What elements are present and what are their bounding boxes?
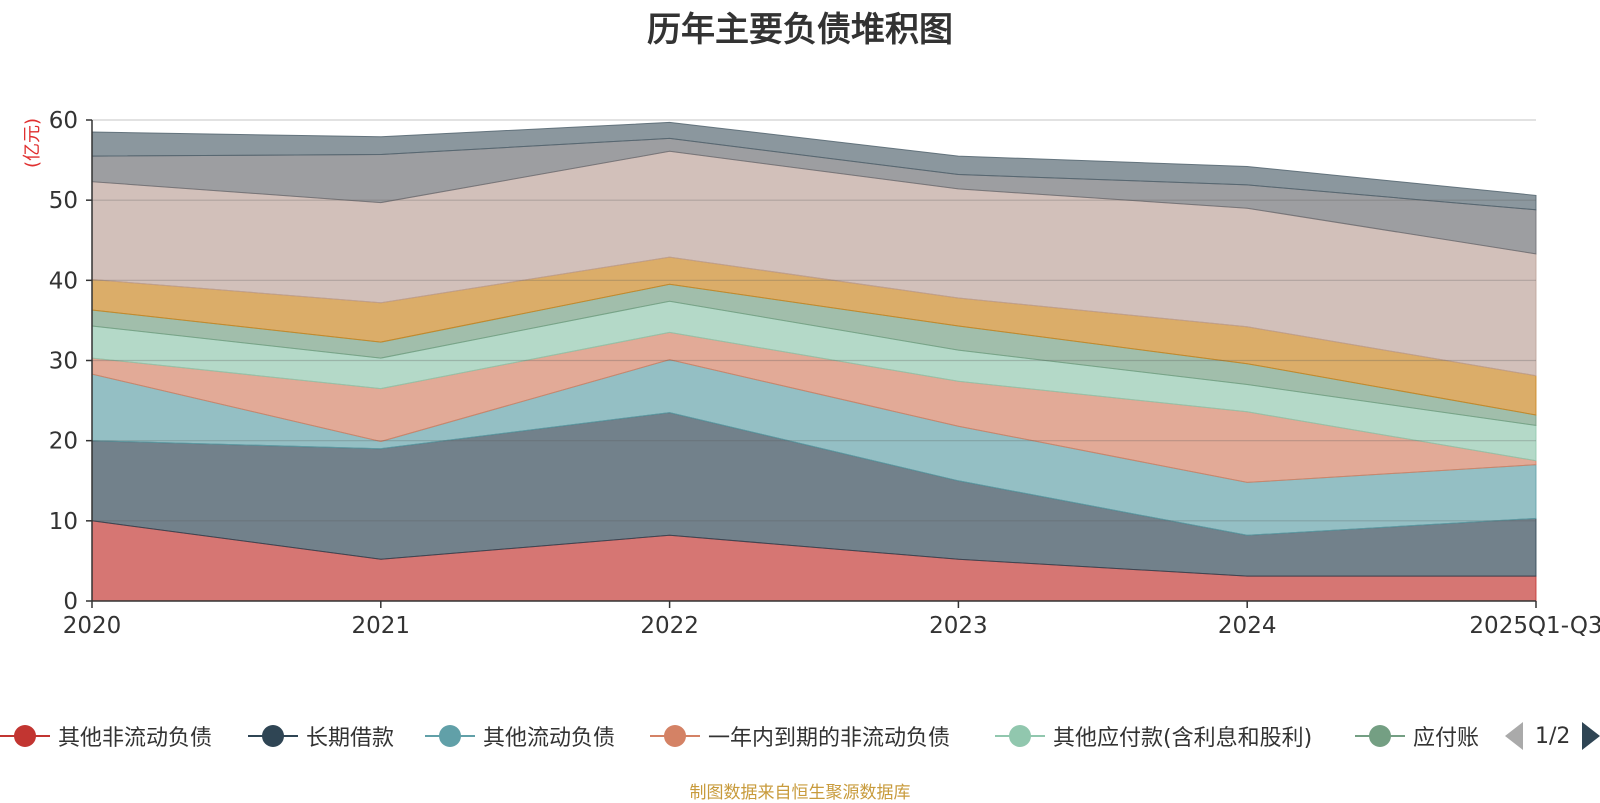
x-tick-label: 2025Q1-Q3 xyxy=(1469,613,1600,639)
legend-item[interactable]: 其他应付款(含利息和股利) xyxy=(995,718,1312,754)
legend-label: 其他非流动负债 xyxy=(58,726,213,751)
legend-marker-icon xyxy=(650,724,700,748)
y-tick-label: 20 xyxy=(49,429,78,455)
source-note: 制图数据来自恒生聚源数据库 xyxy=(689,783,911,803)
x-tick-label: 2023 xyxy=(929,613,988,639)
y-tick-label: 60 xyxy=(49,108,78,134)
legend-marker-icon xyxy=(1355,724,1405,748)
y-tick-label: 30 xyxy=(49,349,78,375)
chart-title: 历年主要负债堆积图 xyxy=(647,10,953,50)
y-axis-label: (亿元) xyxy=(22,118,43,168)
legend: 其他非流动负债 长期借款 其他流动负债 一年内到期的非流动负债 其他应付款(含利息和股利… xyxy=(0,718,1600,754)
area-series-10 xyxy=(91,121,1537,211)
legend-label: 其他应付款(含利息和股利) xyxy=(1053,726,1313,751)
legend-marker-icon xyxy=(995,724,1045,748)
legend-prev-arrow-icon[interactable] xyxy=(1505,722,1523,750)
legend-item[interactable]: 一年内到期的非流动负债 xyxy=(650,718,950,754)
legend-next-arrow-icon[interactable] xyxy=(1582,722,1600,750)
x-tick-label: 2021 xyxy=(352,613,411,639)
legend-marker-icon xyxy=(425,724,475,748)
x-tick-label: 2022 xyxy=(640,613,699,639)
x-tick-label: 2020 xyxy=(63,613,122,639)
legend-item[interactable]: 其他非流动负债 xyxy=(0,718,212,754)
y-tick-label: 50 xyxy=(49,188,78,214)
x-tick-label: 2024 xyxy=(1218,613,1277,639)
y-tick-label: 10 xyxy=(49,509,78,535)
legend-label: 长期借款 xyxy=(306,726,395,751)
legend-item[interactable]: 其他流动负债 xyxy=(425,718,615,754)
legend-label: 应付账 xyxy=(1413,726,1480,751)
y-tick-label: 40 xyxy=(49,268,78,294)
legend-label: 其他流动负债 xyxy=(483,726,616,751)
legend-page-indicator: 1/2 xyxy=(1535,723,1571,749)
legend-item[interactable]: 应付账 xyxy=(1355,718,1479,754)
legend-item[interactable]: 长期借款 xyxy=(248,718,394,754)
legend-items: 其他非流动负债 长期借款 其他流动负债 一年内到期的非流动负债 其他应付款(含利息和股利… xyxy=(0,718,1480,754)
legend-marker-icon xyxy=(0,724,50,748)
legend-label: 一年内到期的非流动负债 xyxy=(708,726,951,751)
legend-pager: 1/2 xyxy=(1505,718,1600,754)
legend-marker-icon xyxy=(248,724,298,748)
y-tick-label: 0 xyxy=(63,589,78,615)
